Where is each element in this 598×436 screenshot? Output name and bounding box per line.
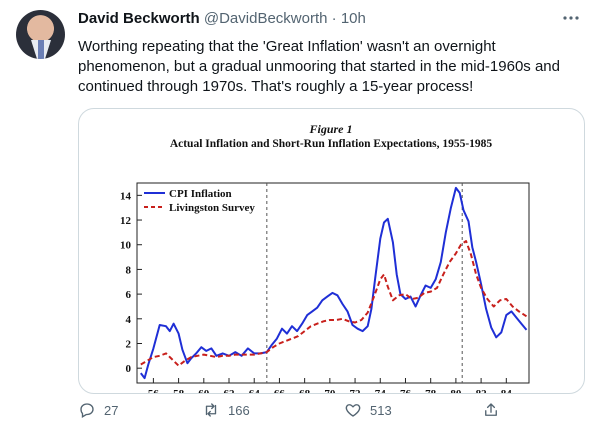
- tweet-timestamp[interactable]: 10h: [340, 10, 366, 27]
- x-tick-label: 74: [375, 388, 387, 393]
- tweet-media-chart[interactable]: Figure 1 Actual Inflation and Short-Run …: [78, 108, 585, 394]
- reply-count: 27: [104, 402, 119, 418]
- x-tick-label: 76: [400, 388, 412, 393]
- x-tick-label: 82: [476, 388, 488, 393]
- author-handle[interactable]: @DavidBeckworth: [203, 10, 328, 27]
- retweet-button[interactable]: 166: [202, 401, 250, 419]
- figure-label: Figure 1: [308, 122, 352, 136]
- tweet-actions: 27 166 513: [78, 401, 583, 423]
- y-tick-label: 4: [126, 314, 132, 326]
- x-tick-label: 68: [299, 388, 311, 393]
- x-tick-label: 84: [501, 388, 513, 393]
- x-tick-label: 78: [425, 388, 437, 393]
- x-tick-label: 72: [350, 388, 362, 393]
- tweet-header: David Beckworth @DavidBeckworth · 10h: [78, 10, 366, 27]
- y-tick-label: 14: [120, 190, 132, 202]
- legend-label-cpi: CPI Inflation: [169, 188, 232, 200]
- reply-icon: [80, 403, 94, 418]
- chart-legend: CPI Inflation Livingston Survey: [144, 188, 255, 214]
- y-tick-label: 8: [126, 264, 132, 276]
- more-horizontal-icon[interactable]: [562, 9, 580, 32]
- like-button[interactable]: 513: [344, 401, 392, 419]
- y-tick-label: 6: [126, 289, 132, 301]
- y-tick-label: 0: [126, 363, 132, 375]
- reply-button[interactable]: 27: [78, 401, 118, 419]
- x-tick-label: 80: [450, 388, 462, 393]
- x-tick-label: 66: [274, 388, 286, 393]
- plot-frame: [136, 182, 530, 384]
- x-tick-label: 60: [198, 388, 210, 393]
- y-tick-label: 12: [120, 215, 132, 227]
- retweet-count: 166: [228, 402, 250, 418]
- x-tick-label: 70: [324, 388, 336, 393]
- x-tick-label: 58: [173, 388, 185, 393]
- author-name[interactable]: David Beckworth: [78, 10, 200, 27]
- y-tick-label: 2: [126, 338, 132, 350]
- x-tick-label: 62: [224, 388, 236, 393]
- avatar-tie: [38, 40, 44, 59]
- header-separator: ·: [331, 10, 337, 27]
- like-count: 513: [370, 402, 392, 418]
- share-icon: [485, 403, 497, 416]
- author-avatar[interactable]: [16, 10, 65, 59]
- x-tick-label: 64: [249, 388, 261, 393]
- share-button[interactable]: [482, 401, 508, 419]
- inflation-chart: Figure 1 Actual Inflation and Short-Run …: [120, 122, 530, 393]
- tweet-text: Worthing repeating that the 'Great Infla…: [78, 38, 560, 95]
- retweet-icon: [205, 403, 217, 417]
- heart-icon: [345, 404, 361, 417]
- livingston-survey-line: [140, 240, 528, 367]
- y-tick-label: 10: [120, 240, 132, 252]
- x-tick-label: 56: [148, 388, 160, 393]
- legend-label-livingston: Livingston Survey: [169, 202, 255, 214]
- cpi-inflation-line: [140, 186, 528, 380]
- chart-title: Actual Inflation and Short-Run Inflation…: [170, 138, 493, 150]
